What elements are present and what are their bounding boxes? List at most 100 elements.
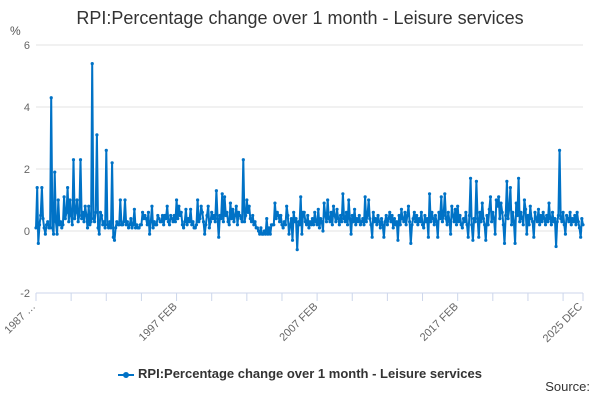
data-point — [310, 217, 315, 221]
data-point — [546, 220, 550, 224]
data-point — [117, 223, 121, 227]
data-point — [390, 213, 394, 218]
data-point — [456, 204, 460, 208]
data-point — [290, 238, 295, 242]
data-point — [49, 96, 53, 100]
data-point — [292, 210, 296, 214]
data-point — [522, 198, 527, 202]
data-point — [574, 223, 578, 227]
y-tick-label: 4 — [24, 102, 30, 114]
data-point — [505, 179, 509, 183]
data-point — [460, 226, 464, 230]
data-point — [133, 226, 138, 230]
data-point — [397, 213, 401, 218]
data-point — [575, 210, 579, 214]
data-point — [367, 198, 371, 202]
data-point — [149, 220, 153, 224]
data-point — [349, 232, 353, 236]
data-point — [533, 210, 537, 214]
data-point — [262, 229, 267, 233]
data-point — [287, 232, 291, 236]
data-point — [327, 217, 331, 221]
legend[interactable]: RPI:Percentage change over 1 month - Lei… — [0, 366, 600, 381]
data-point — [273, 201, 277, 205]
data-point — [382, 235, 386, 239]
data-point — [36, 241, 40, 245]
data-point — [447, 220, 452, 224]
data-point — [360, 220, 364, 224]
data-point — [140, 210, 145, 214]
x-tick-label: 2025 DEC — [541, 301, 585, 345]
data-point — [58, 220, 63, 224]
data-point — [406, 204, 411, 208]
data-point — [446, 210, 450, 214]
data-point — [64, 210, 69, 214]
data-point — [541, 210, 545, 214]
data-point — [252, 223, 256, 227]
data-point — [452, 220, 456, 224]
data-point — [381, 223, 385, 227]
x-tick-label: 1997 FEB — [137, 301, 180, 344]
data-point — [410, 223, 414, 227]
data-point — [256, 229, 261, 233]
data-point — [369, 223, 373, 227]
data-point — [330, 223, 334, 227]
data-point — [217, 235, 221, 239]
data-point — [187, 220, 192, 224]
data-point — [132, 207, 136, 211]
data-point — [561, 210, 565, 214]
data-point — [35, 186, 39, 190]
data-point — [51, 232, 56, 236]
data-point — [376, 213, 380, 218]
data-point — [516, 176, 521, 180]
data-point — [200, 210, 204, 214]
data-point — [427, 192, 432, 196]
data-point — [224, 213, 228, 218]
chart-title: RPI:Percentage change over 1 month - Lei… — [76, 8, 524, 28]
data-point — [461, 217, 466, 221]
data-point — [350, 213, 354, 218]
data-point — [235, 223, 240, 227]
data-point — [538, 223, 542, 227]
data-point — [242, 220, 247, 224]
data-point — [514, 201, 518, 205]
data-point — [549, 223, 553, 227]
data-point — [418, 220, 422, 224]
data-point — [337, 223, 341, 227]
data-point — [293, 220, 297, 224]
data-point — [40, 186, 44, 190]
data-point — [495, 204, 500, 208]
data-point — [507, 207, 511, 211]
data-point — [178, 213, 182, 218]
data-point — [46, 220, 50, 224]
data-point — [114, 226, 118, 230]
data-point — [436, 235, 440, 239]
data-point — [166, 220, 170, 224]
data-point — [552, 220, 556, 224]
data-point — [568, 210, 572, 214]
data-point — [580, 217, 584, 221]
data-point — [212, 213, 216, 218]
data-point — [370, 235, 374, 239]
data-point — [326, 198, 330, 202]
data-point — [547, 201, 551, 205]
data-point — [76, 220, 80, 224]
data-point — [137, 226, 141, 230]
data-point — [539, 213, 543, 218]
data-point — [579, 235, 583, 239]
data-point — [442, 213, 446, 218]
data-point — [239, 217, 243, 221]
data-point — [509, 223, 514, 227]
data-point — [102, 220, 106, 224]
data-point — [487, 207, 491, 211]
data-point — [266, 232, 270, 236]
data-point — [515, 213, 520, 218]
data-point — [296, 220, 300, 224]
data-point — [439, 195, 443, 199]
data-point — [313, 210, 317, 214]
data-point — [206, 204, 210, 208]
data-point — [63, 217, 67, 221]
data-point — [573, 213, 577, 218]
data-point — [105, 223, 110, 227]
